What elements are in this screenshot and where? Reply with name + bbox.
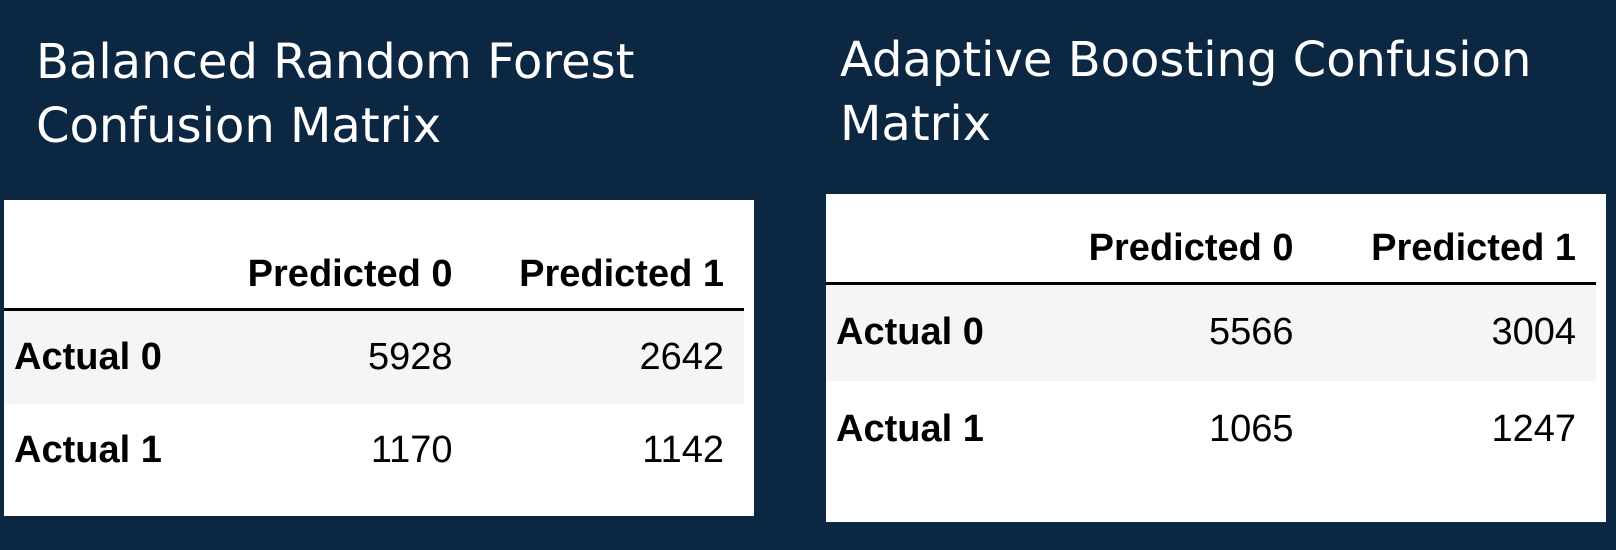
cell-actual-0-predicted-1: 3004: [1491, 311, 1576, 354]
cell-actual-1-predicted-1: 1247: [1491, 407, 1576, 450]
table-row: Actual 0 5928 2642: [4, 309, 744, 404]
column-header-predicted-1: Predicted 1: [472, 240, 744, 311]
table-row: Actual 1 1065 1247: [826, 381, 1596, 478]
row-header-actual-1: Actual 1: [14, 429, 162, 471]
row-header-actual-0: Actual 0: [14, 335, 162, 378]
table-row: Actual 0 5566 3004: [826, 283, 1596, 381]
adaptive-boosting-confusion-matrix: Predicted 0 Predicted 1 Actual 0 5566 30…: [826, 194, 1606, 522]
confusion-matrix-table: Predicted 0 Predicted 1 Actual 0 5928 26…: [4, 240, 744, 498]
row-header-actual-0: Actual 0: [836, 311, 984, 354]
table-row: Actual 1 1170 1142: [4, 404, 744, 498]
header-row: Predicted 0 Predicted 1: [4, 240, 744, 311]
cell-actual-1-predicted-0: 1170: [370, 429, 453, 471]
column-header-predicted-0: Predicted 0: [1031, 214, 1314, 285]
cell-actual-0-predicted-0: 5928: [368, 335, 453, 378]
header-row: Predicted 0 Predicted 1: [826, 214, 1596, 285]
cell-actual-0-predicted-0: 5566: [1209, 311, 1294, 354]
cell-actual-0-predicted-1: 2642: [639, 335, 724, 378]
corner-header-cell: [4, 240, 202, 311]
column-header-predicted-1: Predicted 1: [1313, 214, 1596, 285]
cell-actual-1-predicted-1: 1142: [642, 429, 724, 471]
row-header-actual-1: Actual 1: [836, 407, 984, 450]
balanced-random-forest-title: Balanced Random Forest Confusion Matrix: [36, 34, 635, 154]
balanced-random-forest-confusion-matrix: Predicted 0 Predicted 1 Actual 0 5928 26…: [4, 200, 754, 516]
confusion-matrix-table: Predicted 0 Predicted 1 Actual 0 5566 30…: [826, 214, 1596, 478]
cell-actual-1-predicted-0: 1065: [1209, 407, 1294, 450]
adaptive-boosting-title: Adaptive Boosting Confusion Matrix: [840, 32, 1532, 152]
corner-header-cell: [826, 214, 1032, 285]
column-header-predicted-0: Predicted 0: [201, 240, 473, 311]
